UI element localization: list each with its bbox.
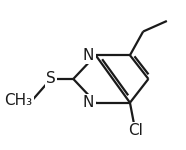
Text: CH₃: CH₃ <box>4 93 32 108</box>
Text: N: N <box>83 48 94 63</box>
Text: Cl: Cl <box>128 123 143 138</box>
Text: S: S <box>46 71 56 86</box>
Text: N: N <box>83 95 94 110</box>
